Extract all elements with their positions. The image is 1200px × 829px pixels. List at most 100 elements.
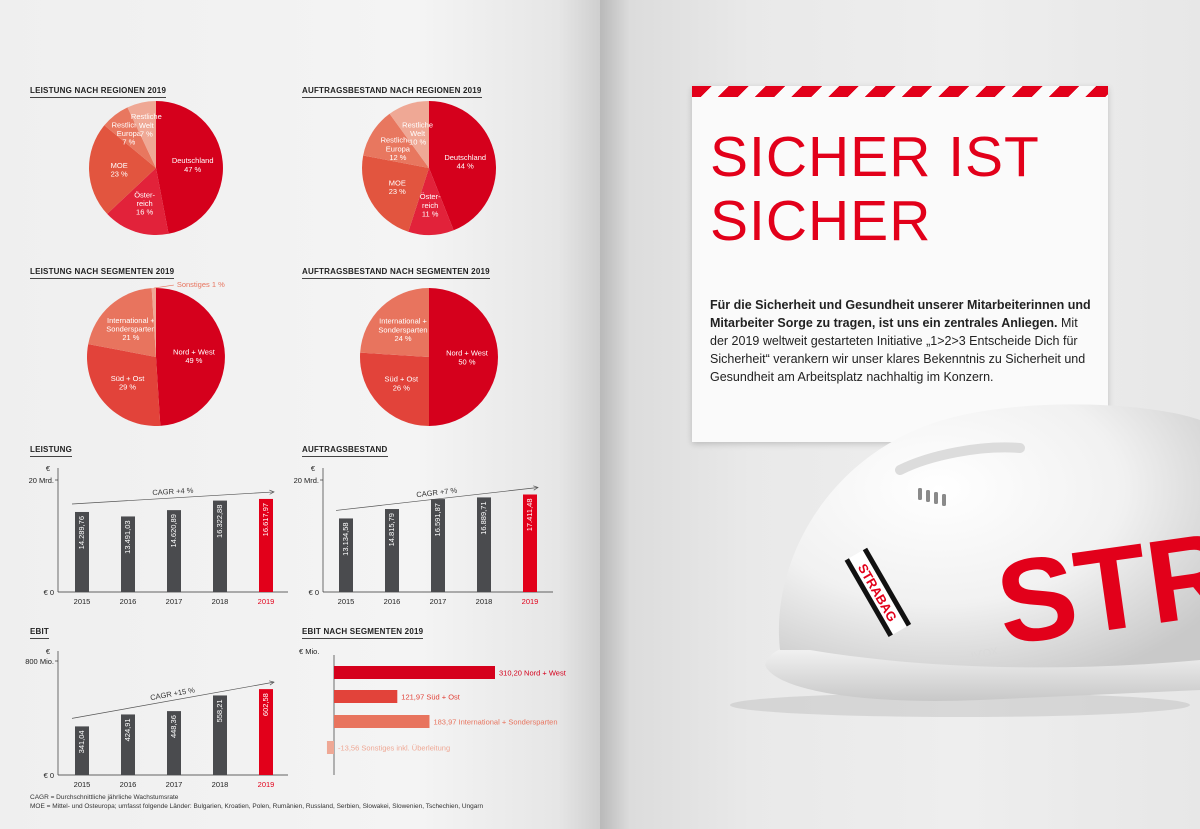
pie-leistung-segmente-slice-2 [88, 288, 156, 357]
bar-chart-auftragsbestand-y-zero-label: € 0 [309, 588, 319, 597]
pie-auftrag-regionen-label-3-1: Europa [386, 144, 411, 153]
pie-leistung-segmente-label-0-0: Nord + West [173, 348, 216, 357]
body-text-bold: Für die Sicherheit und Gesundheit unsere… [710, 298, 1091, 330]
body-text-regular: Mit der 2019 weltweit gestarteten Initia… [710, 316, 1086, 384]
bar-chart-auftragsbestand-bar-2016 [385, 509, 399, 592]
bar-chart-auftragsbestand-bar-2018 [477, 497, 491, 592]
bar-chart-auftragsbestand-value-label-2015: 13.134,58 [341, 522, 350, 555]
pie-auftrag-segmente-label-2-2: 24 % [394, 334, 411, 343]
pie-auftrag-segmente-label-2-1: Sondersparten [378, 325, 427, 334]
pie-auftrag-segmente-slice-0 [429, 288, 498, 426]
pie-auftrag-regionen-label-0-0: Deutschland [444, 153, 486, 162]
bar-chart-auftragsbestand-bar-2019 [523, 494, 537, 592]
pie-auftrag-regionen-label-2-0: MOE [389, 178, 406, 187]
pie-auftrag-regionen-slice-2 [362, 155, 429, 232]
bar-chart-ebit-bar-2018 [213, 695, 227, 775]
safety-card: SICHER IST SICHER Für die Sicherheit und… [692, 86, 1108, 442]
pie-auftrag-regionen-label-4-2: 10 % [409, 138, 426, 147]
bar-chart-leistung-y-zero-label: € 0 [44, 588, 54, 597]
bar-chart-auftragsbestand-category-label-2015: 2015 [338, 597, 355, 606]
hbar-chart-ebit-segmente: € Mio. 310,20 Nord + West 121,97 Süd + Ost… [299, 647, 567, 775]
bar-chart-auftragsbestand-value-label-2016: 14.815,79 [387, 513, 396, 546]
helmet-image: STRABAG STR ӀѴОХ [730, 404, 1200, 717]
title-leistung: LEISTUNG [30, 445, 73, 457]
hbar-chart-ebit-segmente-bar-2 [334, 715, 430, 728]
pie-leistung-segmente-label-1-0: Süd + Ost [111, 374, 145, 383]
bar-chart-ebit-y-unit: € [46, 647, 51, 656]
headline-line-2: SICHER [710, 188, 932, 253]
bar-chart-ebit-category-label-2018: 2018 [212, 780, 229, 789]
bar-chart-leistung-y-top-label: 20 Mrd. [29, 476, 54, 485]
pie-auftrag-segmente-slice-1 [360, 352, 429, 426]
pie-auftrag-regionen-slice-0 [429, 100, 497, 231]
pie-leistung-segmente-label-1-1: 29 % [119, 382, 136, 391]
pie-leistung-regionen-label-2-1: 23 % [111, 169, 128, 178]
pie-leistung-regionen-slice-3 [104, 107, 156, 168]
pie-leistung-segmente-label-2-1: Sondersparten [106, 325, 155, 334]
hbar-chart-ebit-segmente-label-2: 183,97 International + Sondersparten [433, 718, 557, 727]
bar-chart-ebit-bar-2015 [75, 726, 89, 775]
pie-leistung-regionen-label-4-0: Restliche [131, 112, 162, 121]
title-auftragsbestand: AUFTRAGSBESTAND [302, 445, 388, 457]
footnote-cagr: CAGR = Durchschnittliche jährliche Wachs… [30, 794, 179, 801]
helmet-vent [918, 488, 946, 506]
pie-leistung-segmente-label-2-2: 21 % [122, 333, 139, 342]
pie-leistung-regionen-label-3-1: Europa [117, 129, 142, 138]
title-leistung-regionen: LEISTUNG NACH REGIONEN 2019 [30, 86, 167, 98]
pie-leistung-segmente-slice-1 [86, 344, 161, 426]
bar-chart-ebit-bar-2019 [259, 689, 273, 775]
pie-leistung-regionen-label-3-0: Restliches [112, 120, 147, 129]
bar-chart-leistung-bar-2019 [259, 498, 273, 592]
bar-chart-leistung: €20 Mrd. € 0 14.289,76 2015 13.491,03 2016 14.… [29, 464, 288, 606]
pie-auftrag-regionen-slice-1 [408, 168, 454, 236]
body-text: Für die Sicherheit und Gesundheit unsere… [710, 296, 1092, 386]
bar-chart-ebit-value-label-2016: 424,91 [123, 718, 132, 741]
bar-chart-auftragsbestand-category-label-2016: 2016 [384, 597, 401, 606]
hbar-chart-ebit-segmente-unit: € Mio. [299, 647, 319, 656]
bar-chart-auftragsbestand-bar-2015 [339, 518, 353, 592]
hbar-chart-ebit-segmente-bar-3 [326, 741, 334, 754]
pie-auftrag-segmente-label-1-0: Süd + Ost [385, 375, 419, 384]
bar-chart-ebit-category-label-2019: 2019 [258, 780, 275, 789]
pie-leistung-regionen-label-0-1: 47 % [184, 165, 201, 174]
pie-auftrag-regionen-slice-4 [389, 101, 429, 168]
bar-chart-auftragsbestand-category-label-2017: 2017 [430, 597, 447, 606]
bar-chart-auftragsbestand-y-unit: € [311, 464, 316, 473]
bar-chart-leistung-cagr-arrow [71, 491, 275, 505]
bar-chart-auftragsbestand-value-label-2018: 16.889,71 [479, 501, 488, 534]
pie-auftrag-regionen-label-1-1: reich [422, 201, 438, 210]
bar-chart-ebit: €800 Mio. € 0 341,04 2015 424,91 2016 448,36 20… [25, 647, 288, 789]
bar-chart-leistung-value-label-2019: 16.617,97 [261, 503, 270, 536]
pie-auftrag-regionen-label-0-1: 44 % [457, 161, 474, 170]
pie-auftrag-segmente-slice-2 [360, 288, 429, 357]
bar-chart-auftragsbestand-cagr-arrow [335, 487, 539, 511]
bar-chart-leistung-value-label-2016: 13.491,03 [123, 520, 132, 553]
bar-chart-ebit-category-label-2015: 2015 [74, 780, 91, 789]
pie-auftrag-regionen-label-1-0: Öster- [420, 192, 441, 201]
headline: SICHER IST SICHER [710, 125, 1040, 254]
bar-chart-leistung-value-label-2018: 16.322,88 [215, 505, 224, 538]
title-auftrag-regionen: AUFTRAGSBESTAND NACH REGIONEN 2019 [302, 86, 482, 98]
bar-chart-ebit-y-zero-label: € 0 [44, 771, 54, 780]
bar-chart-ebit-bar-2016 [121, 714, 135, 775]
bar-chart-leistung-bar-2016 [121, 516, 135, 592]
pie-leistung-regionen-slice-4 [127, 101, 156, 168]
pie-leistung-regionen-slice-2 [89, 125, 156, 214]
title-ebit-segmente: EBIT NACH SEGMENTEN 2019 [302, 627, 424, 639]
bar-chart-ebit-cagr-arrow [71, 681, 275, 719]
bar-chart-ebit-bar-2017 [167, 711, 181, 775]
pie-leistung-regionen-label-3-2: 7 % [122, 138, 135, 147]
pie-auftrag-regionen-label-1-2: 11 % [422, 209, 439, 218]
helmet-big-text: STR [989, 507, 1200, 671]
pie-auftrag-segmente-label-2-0: International + [379, 317, 427, 326]
pie-auftrag-segmente-label-0-0: Nord + West [446, 349, 489, 358]
bar-chart-leistung-value-label-2017: 14.620,89 [169, 514, 178, 547]
bar-chart-auftragsbestand-value-label-2019: 17.411,48 [525, 498, 534, 531]
footnote-moe: MOE = Mittel- und Osteuropa; umfasst fol… [30, 803, 484, 810]
pie-auftrag-regionen-slice-3 [363, 113, 429, 168]
helmet-shadow [730, 693, 1190, 717]
bar-chart-leistung-category-label-2019: 2019 [258, 597, 275, 606]
